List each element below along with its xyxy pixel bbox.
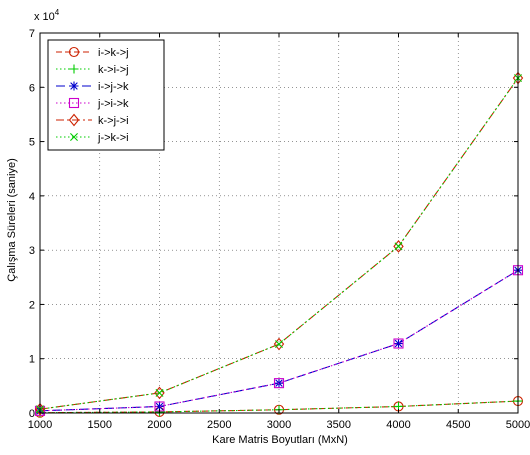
legend-marker [69,81,79,91]
legend-entry: i->k->j [56,46,129,59]
y-axis-label: Çalışma Süreleri (saniye) [6,158,18,281]
x-tick-label: 5000 [506,419,530,431]
data-point [155,388,164,397]
legend-label: j->k->i [97,132,129,144]
data-point [155,401,164,411]
x-axis-label: Kare Matris Boyutları (MxN) [212,434,348,446]
series-line [39,77,519,410]
legend-marker [69,64,79,74]
legend-label: i->j->k [98,81,129,93]
data-point [394,339,403,349]
legend: i->k->j k->i->j i->j->k j->i->k k->j->i j->k-… [47,39,165,151]
data-point [154,386,165,400]
y-tick-label: 6 [29,82,35,94]
x-tick-label: 4500 [446,419,470,431]
legend-entry: i->j->k [56,81,129,93]
legend-entry: k->j->i [56,113,129,127]
y-axis-multiplier-exponent: 4 [55,8,60,17]
legend-label: i->k->j [98,47,129,59]
y-axis-multiplier-base: x 10 [34,11,55,23]
y-tick-label: 5 [29,137,35,149]
x-tick-label: 4000 [386,419,410,431]
y-tick-label: 7 [29,28,35,40]
y-tick-label: 1 [29,354,35,366]
legend-box [47,39,165,151]
y-tick-label: 4 [29,191,35,203]
legend-label: j->i->k [97,98,129,110]
legend-label: k->i->j [98,64,129,76]
data-point [34,402,46,416]
y-tick-label: 3 [29,245,35,257]
legend-marker [68,97,80,109]
data-point [273,378,285,389]
legend-entry: j->k->i [56,132,129,144]
data-point [275,340,283,349]
x-tick-label: 3500 [327,419,351,431]
x-tick-label: 1000 [28,419,52,431]
data-point [394,242,403,251]
legend-label: k->j->i [98,115,129,127]
series-line [39,269,519,412]
plot-frame [39,32,519,414]
legend-entry: k->i->j [56,64,129,76]
x-tick-label: 1500 [88,419,112,431]
legend-marker [70,133,78,141]
data-point [393,239,404,253]
x-tick-label: 2500 [207,419,231,431]
legend-marker [68,46,80,58]
y-tick-label: 2 [29,299,35,311]
y-tick-label: 0 [29,408,35,420]
y-axis-multiplier: x 104 [34,8,60,23]
legend-marker [68,113,80,127]
data-point [393,338,404,349]
x-tick-label: 2000 [147,419,171,431]
legend-entry: j->i->k [56,97,129,110]
x-tick-label: 3000 [267,419,291,431]
axes: 1000 1500 2000 2500 3000 3500 4000 4500 5000 0 1 2 3… [28,28,530,431]
